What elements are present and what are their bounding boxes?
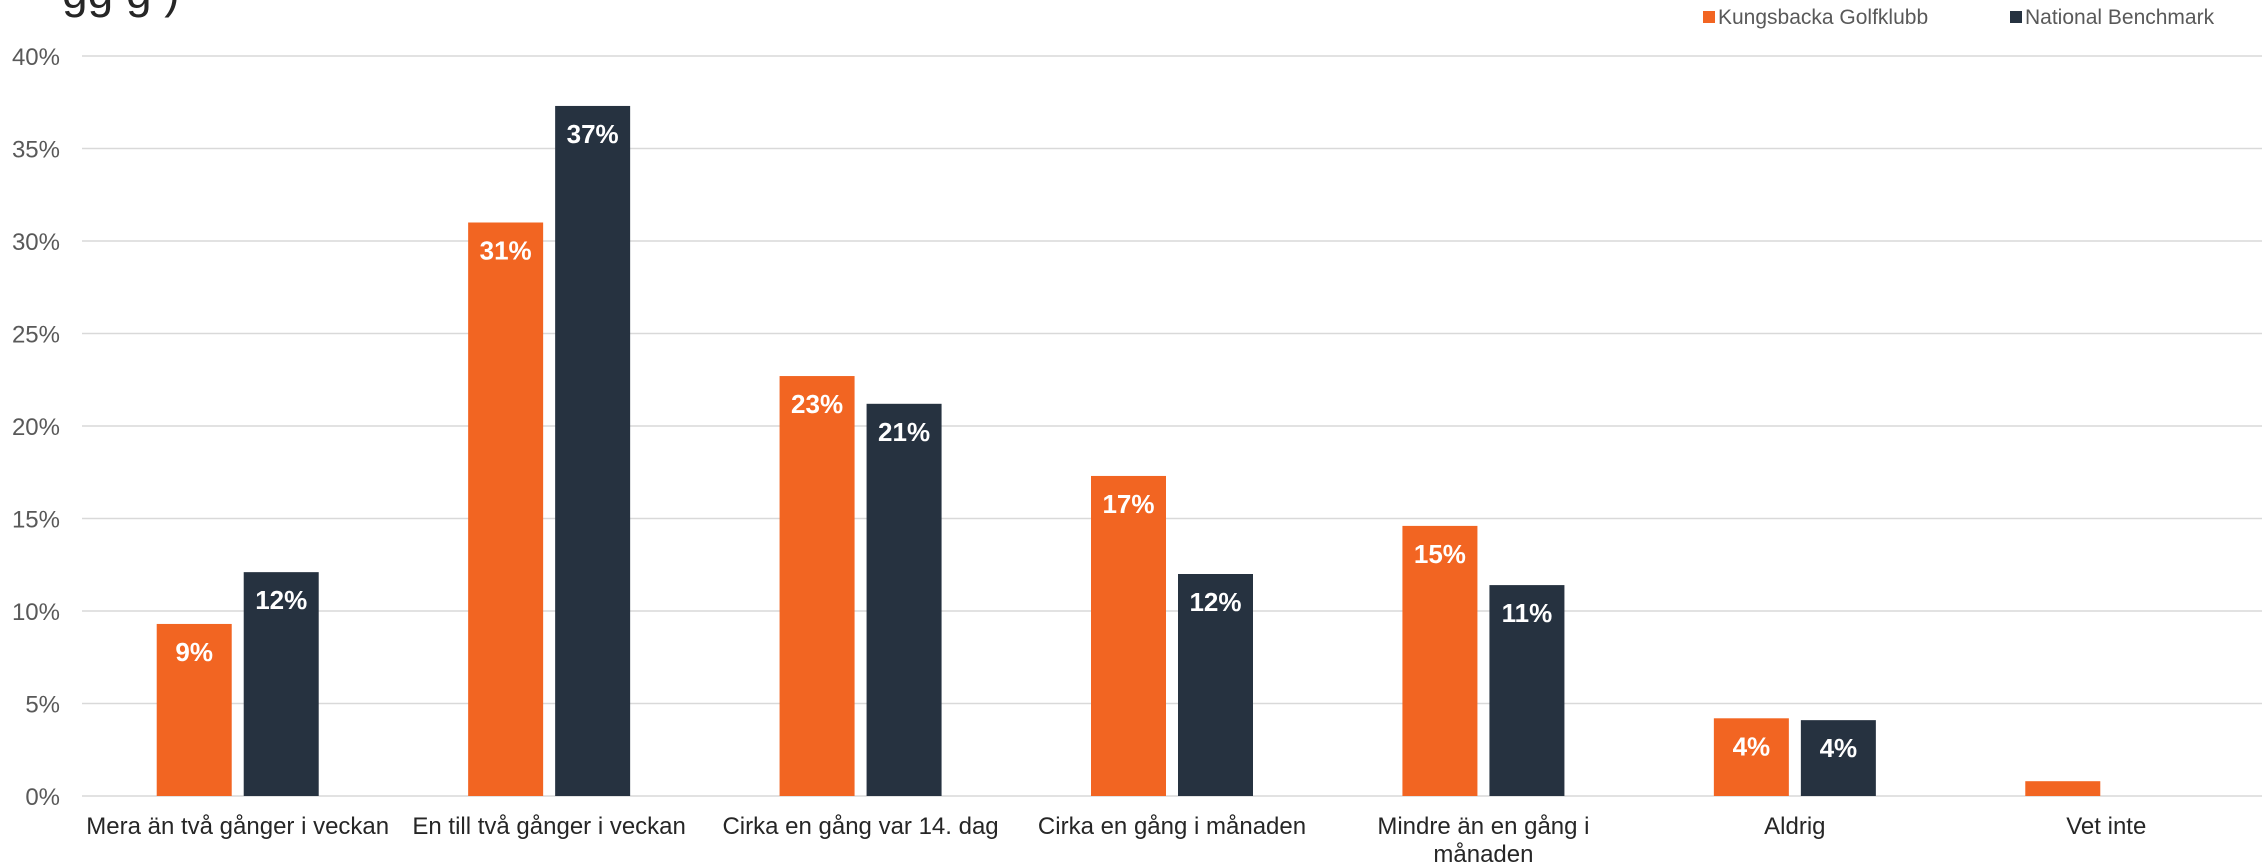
y-tick-label: 25% [12,322,60,349]
data-label: 12% [1189,587,1241,617]
x-category-label: Cirka en gång i månaden [1038,813,1306,840]
data-label: 9% [175,637,213,667]
chart-title-fragment: gg g ) [62,0,180,18]
y-tick-label: 0% [25,784,60,811]
data-label: 4% [1820,733,1858,763]
x-category-label: Cirka en gång var 14. dag [722,813,998,840]
data-label: 4% [1733,731,1771,761]
legend-swatch [2010,11,2022,23]
gridlines [82,55,2262,797]
y-tick-label: 35% [12,137,60,164]
legend: Kungsbacka Golfklubb National Benchmark [1703,6,2215,29]
data-label: 21% [878,417,930,447]
bar [1713,718,1789,796]
bar [243,572,319,796]
legend-label: National Benchmark [2025,6,2215,29]
y-tick-label: 30% [12,229,60,256]
data-label: 15% [1414,539,1466,569]
data-label: 17% [1102,489,1154,519]
x-category-label: Vet inte [2066,813,2146,840]
bar [866,403,942,796]
data-label: 31% [480,236,532,266]
x-category-label: Mindre än en gång i [1377,813,1589,840]
y-tick-label: 40% [12,44,60,71]
legend-label: Kungsbacka Golfklubb [1718,6,1928,29]
y-tick-label: 20% [12,414,60,441]
data-label: 12% [255,585,307,615]
y-tick-label: 10% [12,599,60,626]
bar [555,105,631,796]
x-category-label: En till två gånger i veckan [412,813,685,840]
bar [156,623,232,796]
y-tick-label: 15% [12,507,60,534]
data-label: 23% [791,389,843,419]
x-axis: Mera än två gånger i veckan En till två g… [86,813,2146,865]
bar [1091,475,1166,796]
data-label: 11% [1502,598,1553,628]
data-labels: 9% 12% 31% 37% 23% 21% 17% 12% 15% 11% 4% 4% [175,119,1857,763]
bar [468,222,544,796]
x-category-label: Aldrig [1764,813,1825,840]
data-label: 37% [567,119,619,149]
bar [2025,781,2101,796]
bar [1489,585,1565,796]
bars [156,105,2101,796]
y-tick-label: 5% [25,692,60,719]
bar [1178,574,1253,796]
y-axis: 0% 5% 10% 15% 20% 25% 30% 35% 40% [12,44,60,811]
x-category-label: månaden [1433,841,1533,865]
bar [1800,720,1876,796]
bar [1402,525,1478,796]
bar [779,376,855,796]
legend-swatch [1703,11,1715,23]
x-category-label: Mera än två gånger i veckan [86,813,389,840]
